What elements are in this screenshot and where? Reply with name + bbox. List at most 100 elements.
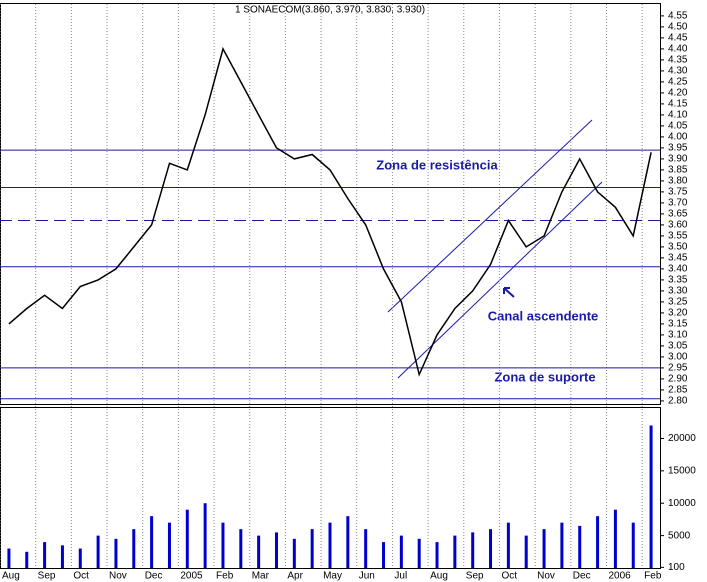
volume-bar <box>453 535 457 568</box>
y-tick-label: 3.90 <box>668 154 688 165</box>
price-line <box>8 46 652 377</box>
x-tick-label: Sep <box>38 571 56 582</box>
volume-bar <box>417 538 421 568</box>
y-tick-label: 4.15 <box>668 99 688 110</box>
volume-bar <box>524 535 528 568</box>
y-tick-label: 4.40 <box>668 44 688 55</box>
volume-bar <box>150 516 154 568</box>
y-tick-label: 4.10 <box>668 110 688 121</box>
volume-bar <box>382 542 386 568</box>
volume-bar <box>274 532 278 568</box>
y-tick-label: 3.95 <box>668 143 688 154</box>
y-tick-label: 2.80 <box>668 396 688 407</box>
y-tick-label: 15000 <box>668 465 696 476</box>
y-tick-label: 4.25 <box>668 77 688 88</box>
volume-bar <box>203 503 207 568</box>
volume-pane <box>0 407 661 569</box>
x-tick-label: 2005 <box>180 571 203 582</box>
volume-bar <box>292 538 296 568</box>
annotation: Zona de suporte <box>494 369 595 384</box>
y-tick-label: 4.50 <box>668 22 688 33</box>
y-tick-label: 4.45 <box>668 33 688 44</box>
volume-bar <box>346 516 350 568</box>
volume-bar <box>631 522 635 568</box>
y-tick-label: 3.00 <box>668 352 688 363</box>
x-tick-label: Oct <box>501 571 517 582</box>
volume-bar <box>364 529 368 568</box>
chart-title: 1 SONAECOM(3.860, 3.970, 3.830, 3.930) <box>235 5 425 16</box>
volume-bar <box>43 542 47 568</box>
y-tick-label: 20000 <box>668 433 696 444</box>
volume-bar <box>310 529 314 568</box>
y-tick-label: 4.55 <box>668 11 688 22</box>
y-tick-label: 3.10 <box>668 330 688 341</box>
y-tick-label: 100 <box>668 562 685 573</box>
volume-bar <box>328 522 332 568</box>
volume-bar <box>613 509 617 568</box>
y-tick-label: 2.95 <box>668 363 688 374</box>
x-tick-label: Dec <box>573 571 591 582</box>
y-tick-label: 4.00 <box>668 132 688 143</box>
volume-bar <box>399 535 403 568</box>
x-tick-label: 2006 <box>608 571 631 582</box>
x-tick-label: May <box>323 571 342 582</box>
x-tick-label: Oct <box>73 571 89 582</box>
y-tick-label: 4.30 <box>668 66 688 77</box>
volume-bar <box>596 516 600 568</box>
volume-bar <box>506 522 510 568</box>
volume-bar <box>167 522 171 568</box>
arrow <box>503 287 515 298</box>
volume-bar <box>78 548 82 568</box>
channel-line <box>387 119 593 313</box>
y-tick-label: 3.85 <box>668 165 688 176</box>
volume-bar <box>471 532 475 568</box>
y-tick-label: 3.20 <box>668 308 688 319</box>
volume-bar <box>7 548 11 568</box>
y-tick-label: 5000 <box>668 530 691 541</box>
volume-bar <box>25 551 29 568</box>
volume-bar <box>560 522 564 568</box>
y-tick-label: 3.45 <box>668 253 688 264</box>
volume-bar <box>257 535 261 568</box>
x-tick-label: Mar <box>252 571 270 582</box>
volume-bar <box>239 529 243 568</box>
volume-bar <box>185 509 189 568</box>
x-tick-label: Aug <box>430 571 448 582</box>
y-tick-label: 4.20 <box>668 88 688 99</box>
x-tick-label: Nov <box>109 571 127 582</box>
x-tick-label: Feb <box>644 571 662 582</box>
y-tick-label: 4.05 <box>668 121 688 132</box>
volume-bar <box>132 529 136 568</box>
price-pane <box>0 3 661 405</box>
y-tick-label: 2.85 <box>668 385 688 396</box>
y-tick-label: 3.65 <box>668 209 688 220</box>
x-tick-label: Apr <box>287 571 303 582</box>
y-tick-label: 3.15 <box>668 319 688 330</box>
volume-bar <box>435 542 439 568</box>
y-tick-label: 3.35 <box>668 275 688 286</box>
x-tick-label: Aug <box>2 571 20 582</box>
y-tick-label: 3.40 <box>668 264 688 275</box>
y-tick-label: 3.50 <box>668 242 688 253</box>
volume-bar <box>489 529 493 568</box>
y-tick-label: 3.75 <box>668 187 688 198</box>
y-tick-label: 3.55 <box>668 231 688 242</box>
volume-bar <box>96 535 100 568</box>
annotation: Canal ascendente <box>488 308 599 323</box>
volume-bar <box>542 529 546 568</box>
x-tick-label: Jul <box>394 571 407 582</box>
x-tick-label: Nov <box>537 571 555 582</box>
y-tick-label: 3.05 <box>668 341 688 352</box>
volume-bar <box>649 425 653 568</box>
volume-bar <box>114 538 118 568</box>
y-tick-label: 3.70 <box>668 198 688 209</box>
volume-bar <box>578 525 582 568</box>
y-tick-label: 3.25 <box>668 297 688 308</box>
x-tick-label: Feb <box>216 571 234 582</box>
y-tick-label: 4.35 <box>668 55 688 66</box>
x-tick-label: Dec <box>145 571 163 582</box>
annotation: Zona de resistência <box>376 157 498 172</box>
x-tick-label: Jun <box>359 571 375 582</box>
